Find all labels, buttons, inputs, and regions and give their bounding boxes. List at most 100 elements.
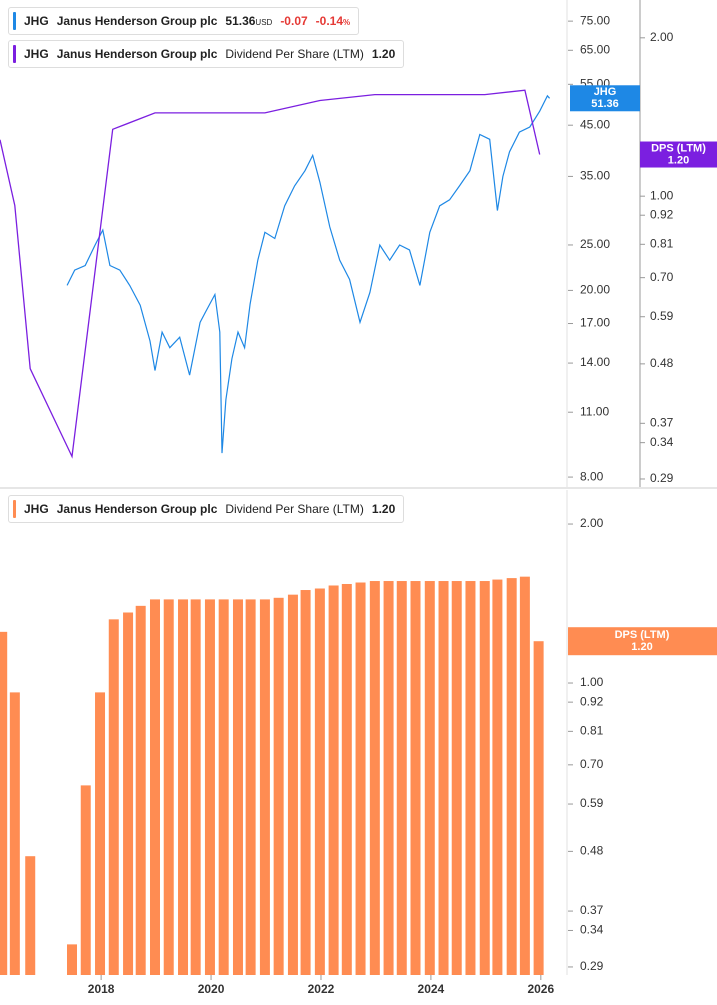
legend-swatch bbox=[13, 12, 16, 30]
legend-metric: Dividend Per Share (LTM) bbox=[225, 47, 364, 61]
bar bbox=[533, 641, 544, 975]
bar bbox=[328, 585, 339, 975]
y-tick-label: 2.00 bbox=[650, 30, 674, 44]
y-tick-label: 8.00 bbox=[580, 469, 604, 483]
legend-dps: JHG Janus Henderson Group plc Dividend P… bbox=[8, 40, 405, 68]
axis-tag bbox=[570, 85, 640, 112]
axis-tag-value: 1.20 bbox=[631, 641, 652, 653]
bar bbox=[9, 692, 20, 975]
bar bbox=[66, 944, 77, 975]
y-tick-label: 1.00 bbox=[650, 188, 674, 202]
bar bbox=[300, 590, 311, 975]
legend-name: Janus Henderson Group plc bbox=[56, 14, 218, 28]
axis-tag-value: 51.36 bbox=[591, 98, 619, 110]
bar bbox=[410, 581, 421, 975]
legend-name: Janus Henderson Group plc bbox=[56, 502, 218, 516]
bar bbox=[218, 599, 229, 975]
bar bbox=[135, 605, 146, 975]
legend-name: Janus Henderson Group plc bbox=[56, 47, 218, 61]
y-tick-label: 2.00 bbox=[580, 516, 604, 530]
bar bbox=[438, 581, 449, 975]
bar bbox=[178, 599, 189, 975]
legend-value: 1.20 bbox=[371, 502, 396, 516]
bar bbox=[369, 581, 380, 975]
bar bbox=[204, 599, 215, 975]
axis-tag-label: JHG bbox=[594, 86, 617, 98]
y-tick-label: 0.92 bbox=[580, 694, 604, 708]
bar bbox=[451, 581, 462, 975]
y-tick-label: 0.70 bbox=[650, 270, 674, 284]
bar bbox=[341, 583, 352, 975]
y-tick-label: 75.00 bbox=[580, 13, 610, 27]
line bbox=[0, 89, 541, 459]
y-tick-label: 0.81 bbox=[580, 724, 604, 738]
legend-swatch bbox=[13, 500, 16, 518]
bar bbox=[123, 612, 134, 975]
y-tick-label: 65.00 bbox=[580, 42, 610, 56]
y-tick-label: 17.00 bbox=[580, 316, 610, 330]
axis-tag-label: DPS (LTM) bbox=[651, 142, 706, 154]
legend-value: 51.36 bbox=[225, 14, 256, 28]
bar bbox=[0, 631, 8, 975]
bar bbox=[424, 581, 435, 975]
y-tick-label: 0.48 bbox=[650, 356, 674, 370]
x-tick-label: 2024 bbox=[418, 982, 445, 996]
y-tick-label: 45.00 bbox=[580, 117, 610, 131]
y-tick-label: 0.37 bbox=[580, 903, 604, 917]
x-tick-label: 2026 bbox=[527, 982, 554, 996]
legend-symbol: JHG bbox=[24, 502, 49, 516]
y-tick-label: 0.59 bbox=[650, 309, 674, 323]
y-tick-label: 20.00 bbox=[580, 283, 610, 297]
bar bbox=[355, 582, 366, 975]
legend-pct-unit: % bbox=[343, 18, 351, 27]
bar bbox=[108, 619, 119, 975]
bar bbox=[383, 581, 394, 975]
bar bbox=[259, 599, 270, 975]
bar bbox=[190, 599, 201, 975]
y-tick-label: 0.81 bbox=[650, 236, 674, 250]
axis-tag-label: DPS (LTM) bbox=[615, 629, 670, 641]
x-tick-label: 2020 bbox=[198, 982, 225, 996]
bar bbox=[273, 597, 284, 975]
y-tick-label: 0.59 bbox=[580, 796, 604, 810]
y-tick-label: 35.00 bbox=[580, 169, 610, 183]
bar bbox=[492, 579, 503, 975]
y-tick-label: 11.00 bbox=[580, 404, 609, 418]
legend-metric: Dividend Per Share (LTM) bbox=[225, 502, 364, 516]
bar bbox=[396, 581, 407, 975]
y-tick-label: 25.00 bbox=[580, 237, 610, 251]
y-tick-label: 0.29 bbox=[650, 471, 674, 485]
y-tick-label: 0.34 bbox=[580, 923, 604, 937]
y-tick-label: 0.92 bbox=[650, 207, 674, 221]
bar bbox=[479, 581, 490, 975]
x-tick-label: 2022 bbox=[308, 982, 335, 996]
axis-tag bbox=[640, 141, 717, 168]
x-tick-label: 2018 bbox=[88, 982, 115, 996]
bar bbox=[149, 599, 160, 975]
legend-change-pct: -0.14 bbox=[315, 14, 344, 28]
bar bbox=[506, 578, 517, 975]
bar bbox=[519, 576, 530, 975]
bar bbox=[465, 581, 476, 975]
axis-tag bbox=[568, 627, 717, 656]
legend-change: -0.07 bbox=[280, 14, 308, 28]
legend-value: 1.20 bbox=[371, 47, 396, 61]
legend-swatch bbox=[13, 45, 16, 63]
bar bbox=[25, 856, 36, 975]
bar bbox=[163, 599, 174, 975]
y-tick-label: 14.00 bbox=[580, 355, 610, 369]
y-tick-label: 0.48 bbox=[580, 844, 604, 858]
y-tick-label: 0.34 bbox=[650, 435, 674, 449]
legend-symbol: JHG bbox=[24, 14, 49, 28]
legend-dps-bars: JHG Janus Henderson Group plc Dividend P… bbox=[8, 495, 405, 523]
bar bbox=[287, 594, 298, 975]
line bbox=[66, 94, 551, 454]
axis-tag-value: 1.20 bbox=[668, 154, 689, 166]
bar bbox=[95, 692, 106, 975]
y-tick-label: 1.00 bbox=[580, 675, 604, 689]
bar bbox=[232, 599, 243, 975]
legend-price: JHG Janus Henderson Group plc 51.36USD -… bbox=[8, 7, 360, 35]
y-tick-label: 0.70 bbox=[580, 757, 604, 771]
